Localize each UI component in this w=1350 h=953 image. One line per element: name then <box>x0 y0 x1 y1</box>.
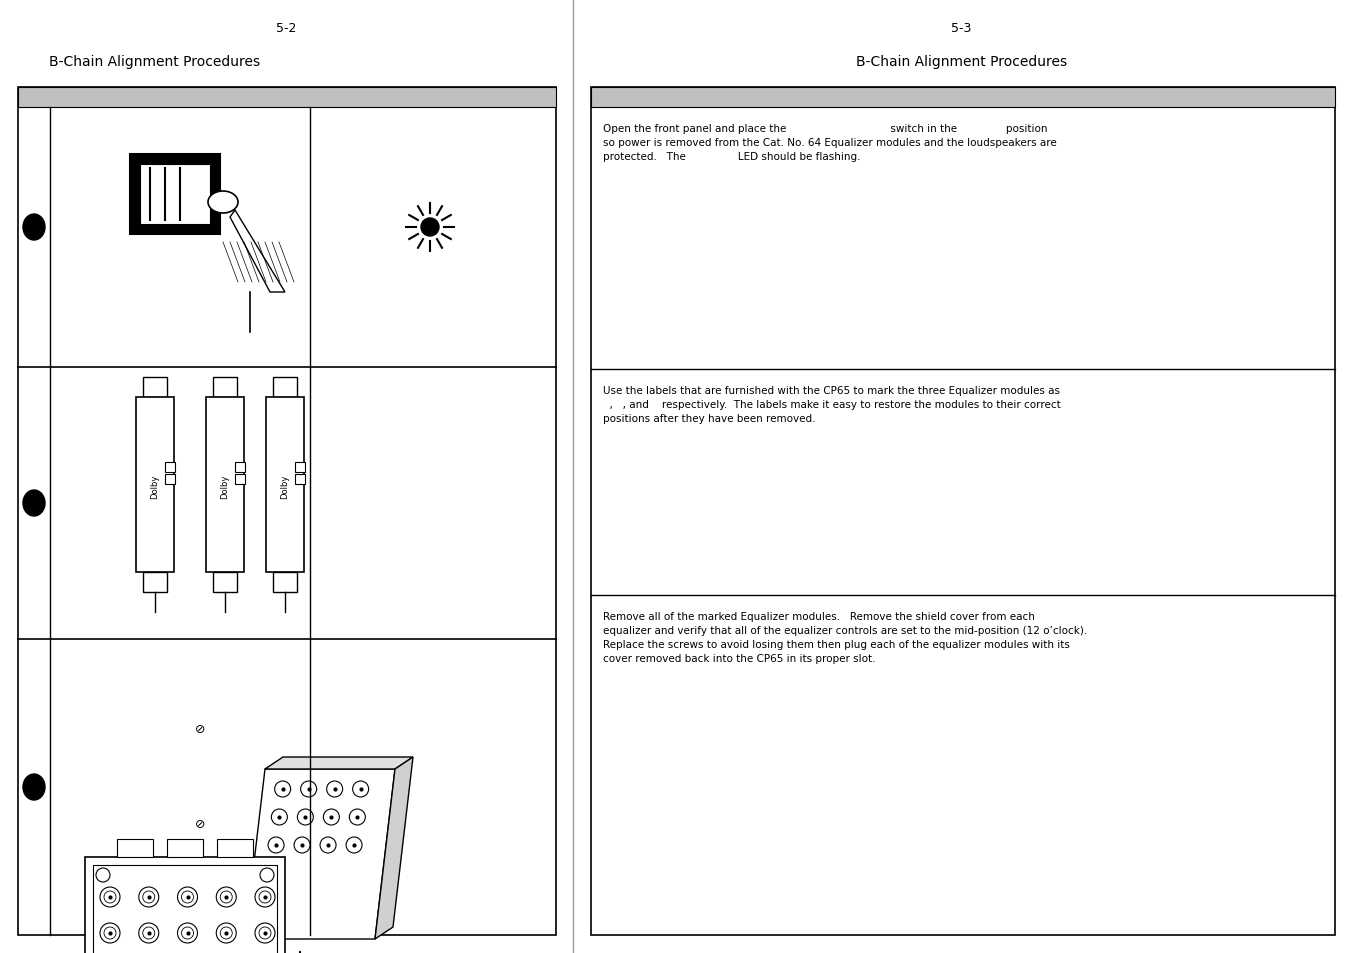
Bar <box>143 377 167 397</box>
Ellipse shape <box>23 214 45 241</box>
Text: Remove all of the marked Equalizer modules.   Remove the shield cover from each
: Remove all of the marked Equalizer modul… <box>603 612 1087 663</box>
Polygon shape <box>230 211 285 293</box>
Text: Open the front panel and place the                                switch in the : Open the front panel and place the switc… <box>603 124 1057 162</box>
Bar <box>213 573 238 593</box>
Ellipse shape <box>346 837 362 853</box>
Text: Dolby: Dolby <box>220 474 230 498</box>
Ellipse shape <box>23 774 45 801</box>
Ellipse shape <box>139 887 159 907</box>
Ellipse shape <box>255 923 275 943</box>
Ellipse shape <box>301 781 317 797</box>
FancyArrowPatch shape <box>296 952 304 953</box>
Text: 5-3: 5-3 <box>952 22 972 34</box>
Ellipse shape <box>177 887 197 907</box>
Ellipse shape <box>96 868 109 882</box>
Polygon shape <box>244 769 396 939</box>
Ellipse shape <box>352 781 369 797</box>
Ellipse shape <box>104 927 116 939</box>
Ellipse shape <box>220 891 232 903</box>
Ellipse shape <box>143 891 155 903</box>
Ellipse shape <box>216 887 236 907</box>
Bar <box>167 840 202 857</box>
Bar <box>117 840 153 857</box>
Ellipse shape <box>320 837 336 853</box>
Bar <box>217 840 252 857</box>
Ellipse shape <box>421 219 439 236</box>
Ellipse shape <box>177 923 197 943</box>
Text: Use the labels that are furnished with the CP65 to mark the three Equalizer modu: Use the labels that are furnished with t… <box>603 386 1061 423</box>
Ellipse shape <box>259 927 271 939</box>
Bar <box>93 865 277 953</box>
Ellipse shape <box>208 192 238 213</box>
Ellipse shape <box>294 837 310 853</box>
Text: Dolby: Dolby <box>150 474 159 498</box>
Text: B-Chain Alignment Procedures: B-Chain Alignment Procedures <box>856 55 1066 69</box>
Ellipse shape <box>216 923 236 943</box>
Ellipse shape <box>143 927 155 939</box>
Bar <box>207 397 244 573</box>
Bar <box>18 88 556 108</box>
Bar <box>140 165 211 225</box>
Bar <box>165 462 176 473</box>
Text: ⊘: ⊘ <box>194 818 205 831</box>
Ellipse shape <box>220 927 232 939</box>
Ellipse shape <box>181 891 193 903</box>
Ellipse shape <box>100 923 120 943</box>
Ellipse shape <box>23 491 45 517</box>
Bar <box>296 475 305 484</box>
Bar <box>165 475 176 484</box>
Bar <box>591 88 1335 108</box>
Bar <box>136 397 174 573</box>
Text: Dolby: Dolby <box>281 474 289 498</box>
Ellipse shape <box>327 781 343 797</box>
Ellipse shape <box>269 837 284 853</box>
Ellipse shape <box>297 809 313 825</box>
Bar <box>130 154 220 234</box>
Bar <box>296 462 305 473</box>
Text: 5-2: 5-2 <box>277 22 297 34</box>
Ellipse shape <box>271 809 288 825</box>
Ellipse shape <box>261 868 274 882</box>
Ellipse shape <box>181 927 193 939</box>
Bar <box>213 377 238 397</box>
Ellipse shape <box>259 891 271 903</box>
Bar <box>235 462 244 473</box>
Ellipse shape <box>350 809 366 825</box>
Bar <box>143 573 167 593</box>
Text: B-Chain Alignment Procedures: B-Chain Alignment Procedures <box>50 55 261 69</box>
Ellipse shape <box>255 887 275 907</box>
Bar <box>273 377 297 397</box>
Bar <box>85 857 285 953</box>
Bar <box>235 475 244 484</box>
Text: ⊘: ⊘ <box>194 722 205 736</box>
Polygon shape <box>375 758 413 939</box>
Ellipse shape <box>100 887 120 907</box>
Ellipse shape <box>139 923 159 943</box>
Ellipse shape <box>324 809 339 825</box>
Ellipse shape <box>104 891 116 903</box>
Ellipse shape <box>274 781 290 797</box>
Bar <box>273 573 297 593</box>
Bar <box>266 397 304 573</box>
Polygon shape <box>265 758 413 769</box>
